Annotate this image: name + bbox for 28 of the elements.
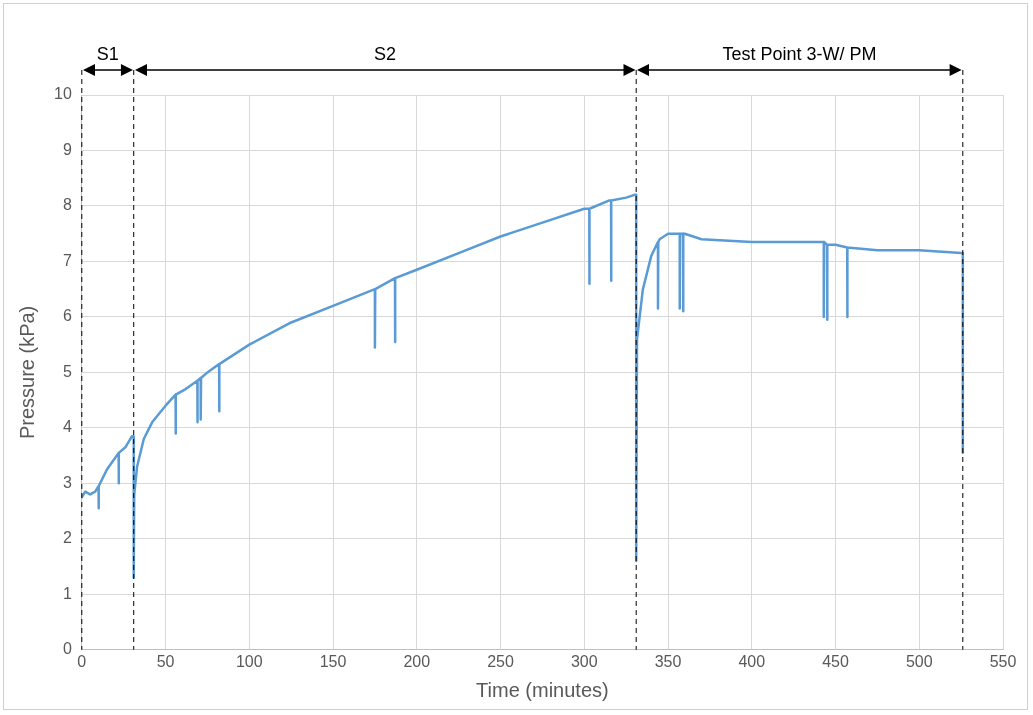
y-tick-label: 0	[62, 640, 72, 658]
x-tick-label: 500	[905, 652, 933, 670]
y-tick-label: 7	[62, 251, 72, 269]
x-tick-label: 0	[77, 652, 87, 670]
x-axis-title: Time (minutes)	[476, 678, 609, 701]
y-tick-label: 1	[62, 584, 72, 602]
y-tick-label: 6	[62, 307, 72, 325]
y-tick-label: 2	[62, 529, 72, 547]
y-tick-label: 10	[54, 85, 72, 103]
x-tick-label: 150	[319, 652, 347, 670]
x-tick-label: 200	[403, 652, 431, 670]
y-tick-label: 5	[62, 362, 72, 380]
text: S2	[373, 43, 396, 64]
x-tick-label: 300	[570, 652, 598, 670]
x-tick-label: 350	[654, 652, 682, 670]
y-tick-label: 3	[62, 473, 72, 491]
text: Test Point 3-W/ PM	[722, 43, 877, 64]
y-tick-label: 9	[62, 140, 72, 158]
y-tick-label: 8	[62, 196, 72, 214]
x-tick-label: 250	[487, 652, 514, 670]
x-tick-label: 400	[738, 652, 766, 670]
x-tick-label: 100	[235, 652, 263, 670]
y-tick-label: 4	[62, 418, 72, 436]
x-tick-label: 450	[822, 652, 849, 670]
x-tick-label: 550	[989, 652, 1017, 670]
x-tick-label: 50	[156, 652, 175, 670]
text: S1	[96, 43, 119, 64]
y-axis-title: Pressure (kPa)	[15, 305, 38, 440]
